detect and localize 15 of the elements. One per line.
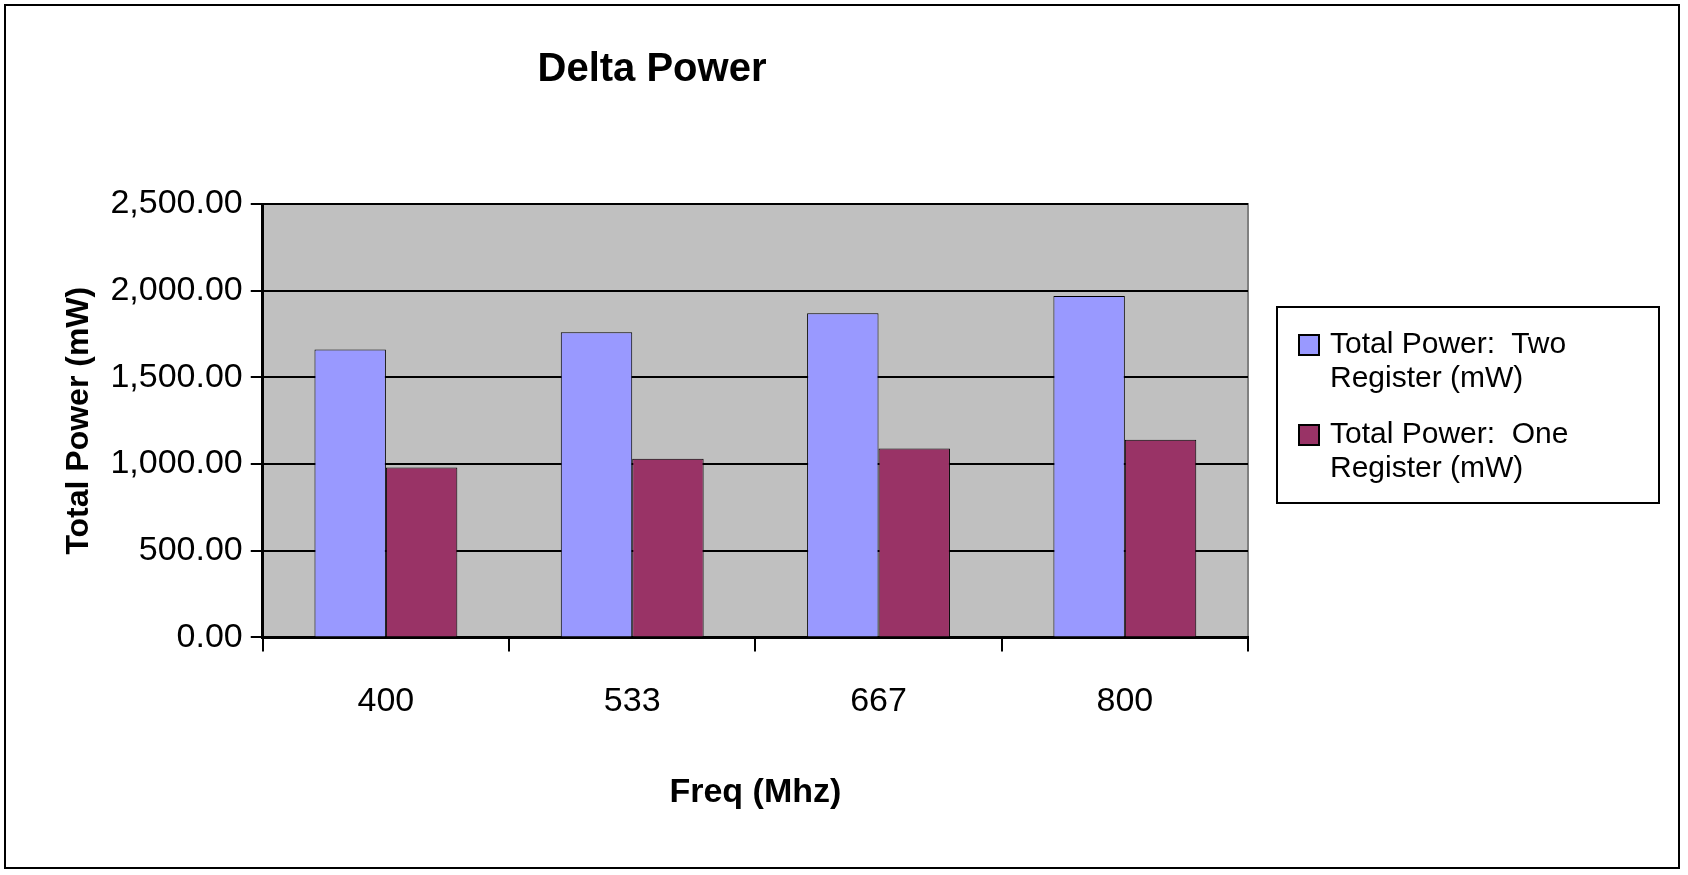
x-tick-label: 800 — [1096, 680, 1154, 719]
legend-label: Total Power: One Register (mW) — [1330, 416, 1570, 484]
legend-label: Total Power: Two Register (mW) — [1330, 326, 1568, 394]
y-tick-label: 500.00 — [138, 529, 243, 568]
y-tick-label: 1,000.00 — [110, 442, 243, 481]
chart-title: Delta Power — [537, 45, 767, 90]
y-tick-label: 2,500.00 — [110, 182, 243, 221]
x-tick-label: 400 — [357, 680, 415, 719]
x-tick-label: 667 — [850, 680, 907, 719]
x-axis-title: Freq (Mhz) — [669, 770, 842, 809]
x-tick-label: 533 — [603, 680, 661, 719]
y-tick-label: 0.00 — [176, 615, 243, 654]
y-tick-label: 2,000.00 — [110, 269, 243, 308]
y-axis-title: Total Power (mW) — [59, 286, 96, 555]
y-tick-label: 1,500.00 — [110, 355, 243, 394]
